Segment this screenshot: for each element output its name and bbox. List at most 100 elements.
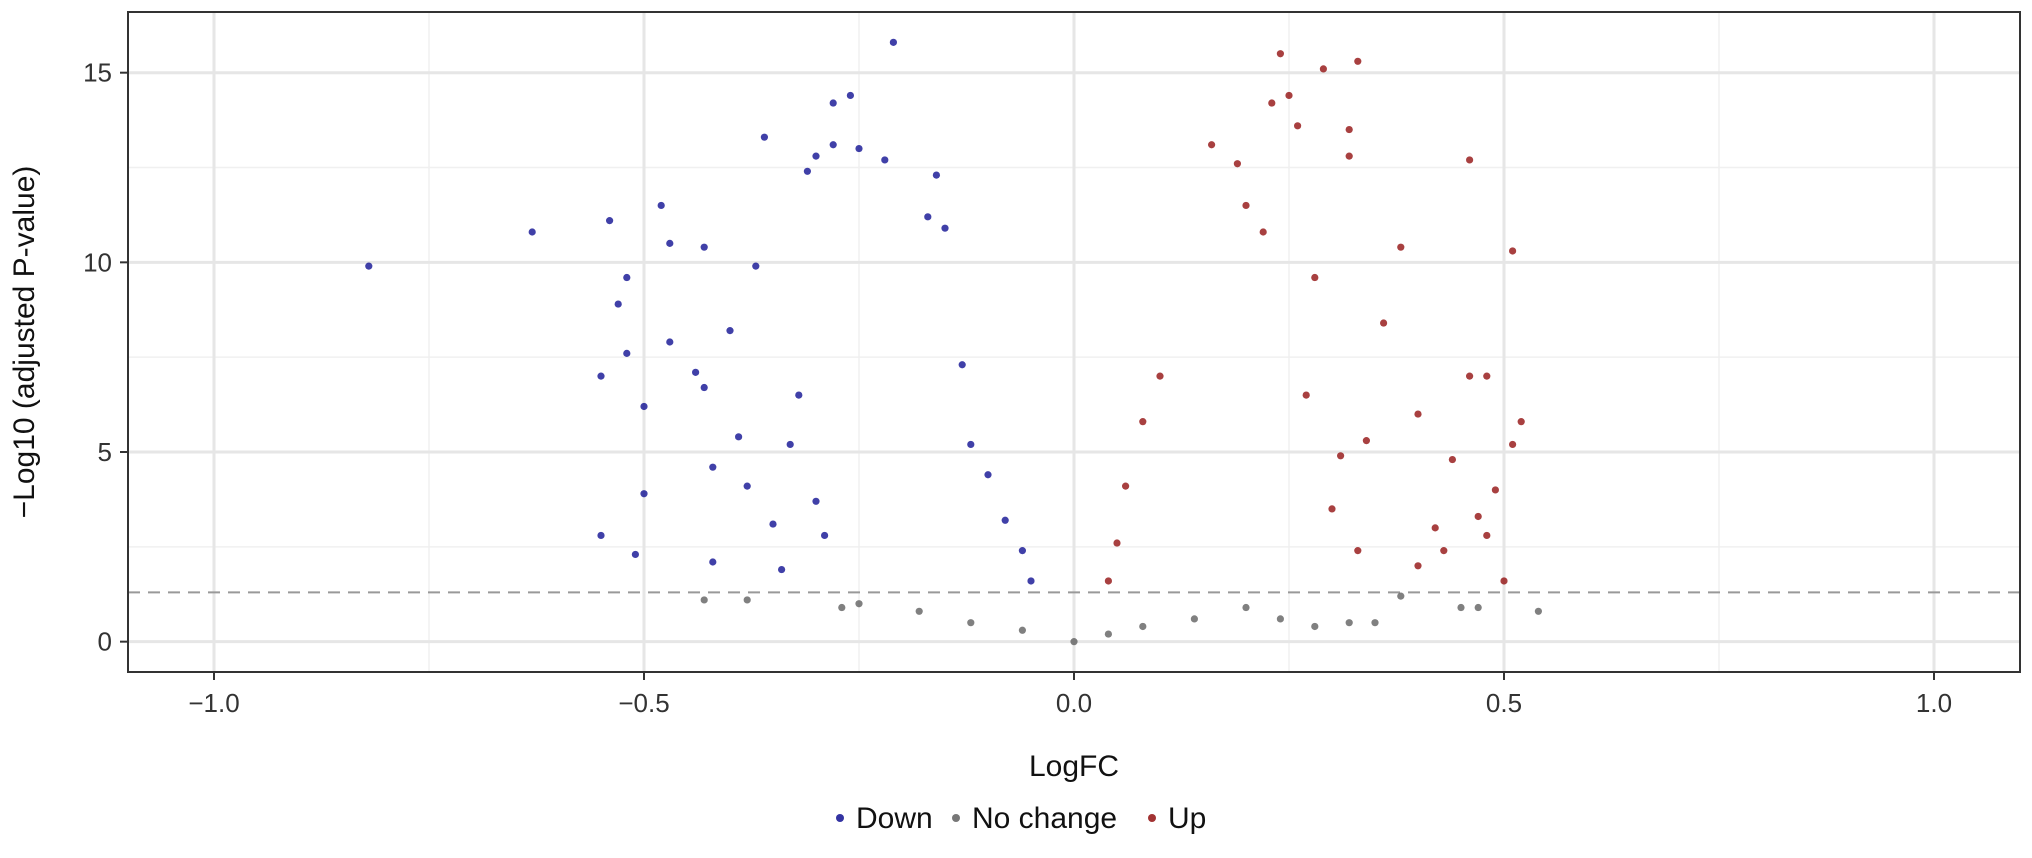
y-axis-ticks: 0 5 10 15 (83, 58, 128, 657)
point-up (1276, 50, 1284, 58)
point-up (1380, 319, 1388, 327)
point-up (1517, 418, 1525, 426)
point-no-change (1474, 603, 1482, 612)
y-tick-label: 10 (83, 247, 112, 277)
point-no-change (1018, 626, 1026, 634)
point-down (812, 497, 820, 505)
point-down (941, 224, 949, 232)
point-down (657, 201, 665, 210)
point-down (726, 327, 734, 335)
point-down (640, 490, 648, 498)
point-down (958, 361, 966, 369)
point-no-change (915, 607, 923, 615)
point-no-change (1534, 607, 1542, 615)
legend-key-down (836, 814, 844, 822)
point-down (924, 213, 932, 221)
point-no-change (1457, 603, 1465, 612)
point-up (1491, 486, 1499, 494)
point-down (606, 217, 614, 225)
point-no-change (1371, 619, 1379, 627)
x-axis-title: LogFC (1029, 750, 1119, 783)
legend-key-no-change (952, 814, 960, 822)
x-tick-label: 0.5 (1486, 688, 1522, 718)
point-up (1113, 539, 1121, 547)
point-no-change (700, 596, 708, 604)
point-down (932, 171, 941, 179)
point-down (967, 440, 975, 449)
point-up (1466, 372, 1474, 380)
point-up (1509, 247, 1517, 255)
point-down (984, 471, 992, 479)
point-up (1285, 91, 1293, 100)
point-up (1337, 452, 1345, 460)
point-up (1414, 410, 1422, 418)
point-down (778, 565, 786, 574)
y-tick-label: 0 (98, 627, 112, 657)
point-up (1345, 152, 1353, 160)
point-down (666, 338, 674, 346)
point-up (1156, 372, 1164, 380)
point-down (640, 402, 648, 411)
point-up (1319, 65, 1327, 73)
point-down (889, 38, 898, 46)
legend: Down No change Up (836, 802, 1206, 835)
point-down (855, 144, 863, 153)
point-up (1448, 455, 1456, 464)
point-down (666, 239, 674, 247)
point-down (700, 243, 708, 251)
grid (128, 12, 2020, 672)
point-up (1311, 273, 1319, 282)
point-down (795, 391, 803, 399)
point-down (709, 463, 717, 471)
point-down (812, 152, 820, 160)
point-down (709, 558, 717, 566)
point-down (881, 156, 889, 164)
point-down (735, 433, 743, 441)
point-up (1208, 141, 1216, 149)
point-no-change (967, 619, 975, 627)
legend-key-up (1148, 814, 1156, 822)
point-up (1139, 418, 1147, 426)
point-no-change (1139, 622, 1147, 631)
point-no-change (743, 596, 751, 604)
point-down (760, 133, 769, 141)
point-down (769, 520, 777, 528)
x-axis-ticks: −1.0 −0.5 0.0 0.5 1.0 (188, 672, 1952, 718)
point-down (752, 262, 760, 270)
point-up (1466, 156, 1474, 164)
legend-label-up: Up (1168, 802, 1206, 835)
point-up (1509, 440, 1517, 449)
point-no-change (1242, 603, 1250, 612)
point-no-change (838, 603, 846, 612)
point-no-change (855, 600, 863, 608)
point-down (528, 228, 536, 236)
point-up (1362, 437, 1370, 445)
point-down (846, 91, 855, 100)
point-no-change (1397, 592, 1405, 600)
point-no-change (1276, 615, 1284, 623)
x-tick-label: 0.0 (1056, 688, 1092, 718)
point-down (743, 482, 751, 490)
legend-label-no-change: No change (972, 802, 1117, 835)
legend-label-down: Down (856, 802, 933, 835)
point-up (1302, 391, 1310, 399)
x-tick-label: −1.0 (188, 688, 239, 718)
point-up (1259, 228, 1267, 236)
point-down (614, 300, 622, 308)
point-down (1027, 577, 1035, 585)
point-up (1483, 531, 1491, 540)
point-up (1122, 482, 1130, 490)
point-up (1268, 99, 1276, 107)
point-up (1431, 524, 1439, 532)
point-down (700, 383, 708, 392)
point-no-change (1190, 615, 1198, 623)
point-up (1354, 57, 1362, 65)
point-up (1440, 547, 1448, 555)
point-up (1474, 512, 1482, 521)
point-down (821, 531, 829, 540)
x-tick-label: 1.0 (1916, 688, 1952, 718)
point-up (1397, 243, 1405, 251)
point-down (829, 141, 837, 149)
